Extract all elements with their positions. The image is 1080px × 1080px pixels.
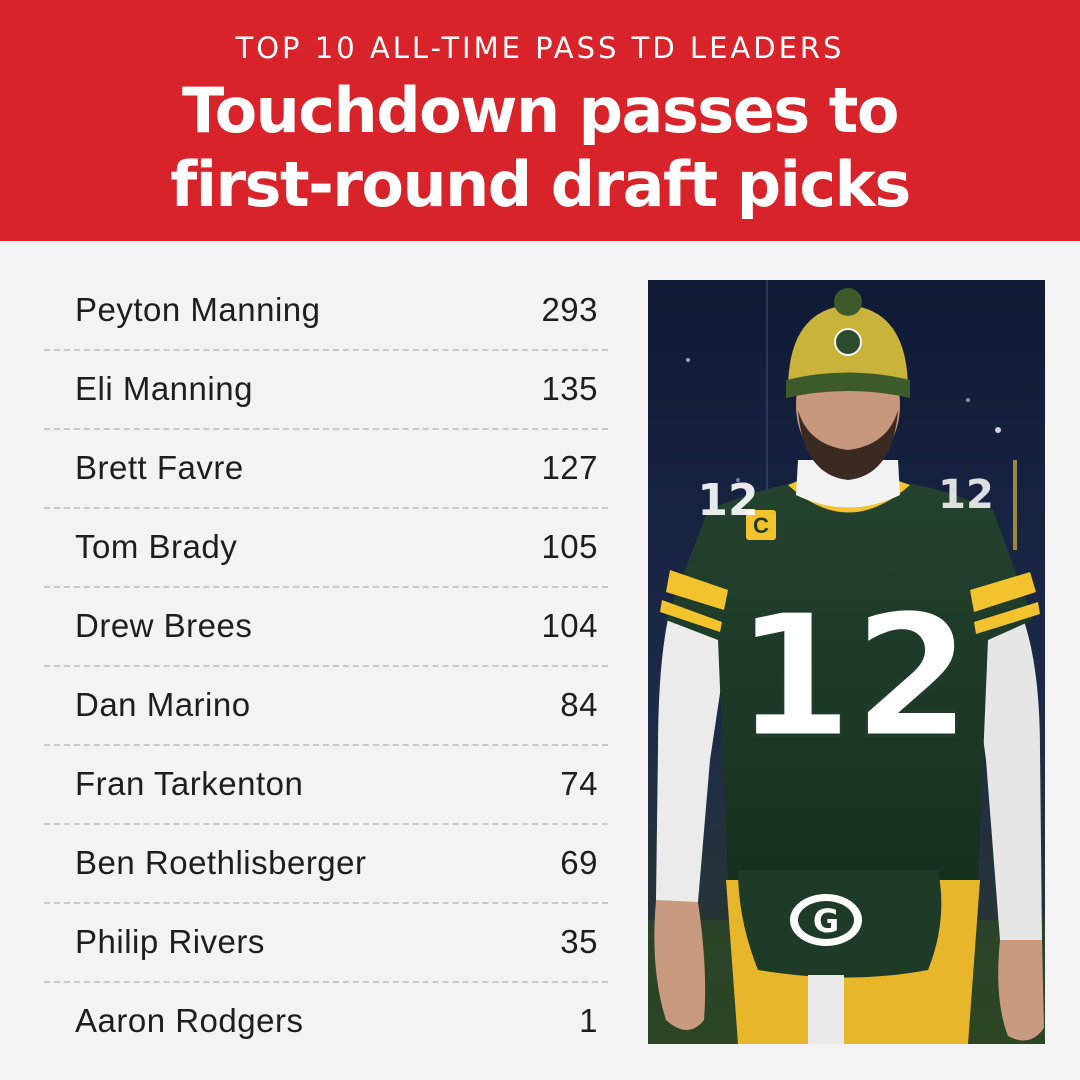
player-name: Drew Brees	[75, 607, 253, 644]
table-row: Ben Roethlisberger 69	[44, 825, 608, 904]
shoulder-number-left: 12	[697, 475, 758, 526]
table-row: Drew Brees 104	[44, 588, 608, 667]
table-row: Fran Tarkenton 74	[44, 746, 608, 825]
player-photo-illustration: C 12 12 12 G	[648, 280, 1045, 1044]
header-kicker: TOP 10 ALL-TIME PASS TD LEADERS	[235, 31, 845, 65]
td-count: 74	[560, 765, 598, 802]
player-name: Aaron Rodgers	[75, 1002, 304, 1039]
player-name: Philip Rivers	[75, 923, 265, 960]
title-line-2: first-round draft picks	[170, 148, 911, 221]
right-sleeve	[970, 610, 1042, 945]
table-row: Brett Favre 127	[44, 430, 608, 509]
td-leaders-table: Peyton Manning 293 Eli Manning 135 Brett Fav…	[44, 272, 608, 1062]
page-title: Touchdown passes to first-round draft pi…	[0, 74, 1080, 222]
td-count: 69	[560, 844, 598, 881]
td-count: 104	[541, 607, 598, 644]
td-count: 135	[541, 370, 598, 407]
jersey	[666, 480, 1033, 880]
td-count: 293	[541, 291, 598, 328]
player-name: Dan Marino	[75, 686, 251, 723]
left-sleeve	[656, 610, 728, 906]
td-count: 127	[541, 449, 598, 486]
td-count: 35	[560, 923, 598, 960]
table-row: Philip Rivers 35	[44, 904, 608, 983]
table-row: Dan Marino 84	[44, 667, 608, 746]
table-row: Eli Manning 135	[44, 351, 608, 430]
player-name: Fran Tarkenton	[75, 765, 304, 802]
table-row: Tom Brady 105	[44, 509, 608, 588]
td-count: 84	[560, 686, 598, 723]
shoulder-number-right: 12	[938, 472, 994, 518]
player-name: Brett Favre	[75, 449, 244, 486]
player-name: Ben Roethlisberger	[75, 844, 367, 881]
player-name: Tom Brady	[75, 528, 238, 565]
title-line-1: Touchdown passes to	[182, 74, 899, 147]
table-row: Peyton Manning 293	[44, 272, 608, 351]
table-row: Aaron Rodgers 1	[44, 983, 608, 1062]
g-logo-letter: G	[813, 902, 839, 940]
header-banner: TOP 10 ALL-TIME PASS TD LEADERS Touchdow…	[0, 0, 1080, 241]
td-count: 105	[541, 528, 598, 565]
td-count: 1	[579, 1002, 598, 1039]
player-photo: C 12 12 12 G	[648, 280, 1045, 1044]
player-name: Eli Manning	[75, 370, 253, 407]
captain-patch-label: C	[753, 513, 769, 538]
player-name: Peyton Manning	[75, 291, 321, 328]
jersey-number: 12	[735, 578, 972, 776]
